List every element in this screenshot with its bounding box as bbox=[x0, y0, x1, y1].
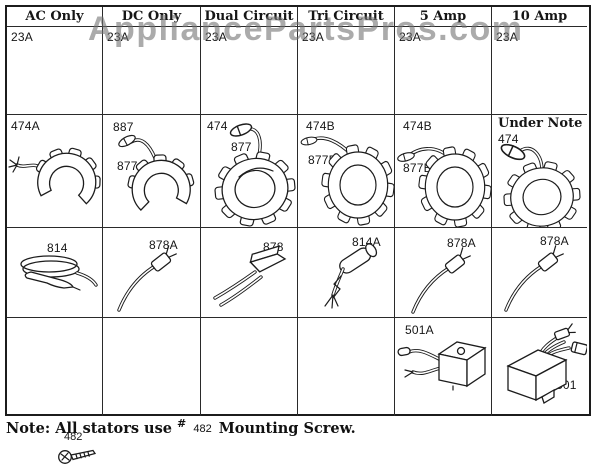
table-cell: 23A bbox=[103, 27, 201, 115]
table-cell: 878A bbox=[492, 228, 587, 318]
table-cell: 878A bbox=[395, 228, 492, 318]
wire-spade-connector-drawing bbox=[411, 245, 474, 314]
table-cell: 814A bbox=[298, 228, 395, 318]
part-ref-label: 501A bbox=[405, 323, 434, 337]
stator-note: Note: All stators use # 482 Mounting Scr… bbox=[6, 417, 356, 437]
part-ref-label: 877 bbox=[231, 140, 252, 154]
column-header-ac-only: AC Only bbox=[7, 7, 103, 27]
table-cell: 474B 877B bbox=[298, 115, 395, 228]
part-ref-label: 23A bbox=[11, 30, 33, 44]
note-suffix: Mounting Screw. bbox=[218, 419, 356, 437]
part-ref-label: 878A bbox=[447, 236, 476, 250]
table-cell: 501A bbox=[395, 318, 492, 416]
parts-table: AC Only DC Only Dual Circuit Tri Circuit… bbox=[5, 5, 591, 416]
part-ref-label: 474B bbox=[403, 119, 432, 133]
table-cell: 23A bbox=[201, 27, 298, 115]
part-ref-label: 814 bbox=[47, 241, 68, 255]
part-ref-label: 23A bbox=[107, 30, 129, 44]
table-cell bbox=[103, 318, 201, 416]
table-cell: 878A bbox=[103, 228, 201, 318]
table-cell: 474 877 bbox=[201, 115, 298, 228]
coiled-wire-drawing bbox=[20, 255, 98, 291]
part-ref-label: 23A bbox=[399, 30, 421, 44]
table-cell: 814 bbox=[7, 228, 103, 318]
dual-wire-plug-drawing bbox=[213, 245, 287, 307]
part-ref-label: 877B bbox=[403, 161, 432, 175]
table-cell: Under Note 474 bbox=[492, 115, 587, 228]
part-ref-label: 474A bbox=[11, 119, 40, 133]
table-cell: 878 bbox=[201, 228, 298, 318]
stator-half-ring-drawing bbox=[116, 132, 198, 213]
column-header-label: DC Only bbox=[121, 9, 182, 24]
note-hash: # bbox=[177, 417, 187, 430]
part-ref-label: 474B bbox=[306, 119, 335, 133]
part-ref-label: 23A bbox=[205, 30, 227, 44]
stator-full-ring-drawing bbox=[206, 120, 297, 227]
column-header-dual-circuit: Dual Circuit bbox=[201, 7, 298, 27]
note-screw-ref: 482 bbox=[193, 422, 212, 435]
column-header-label: Tri Circuit bbox=[308, 9, 384, 24]
table-cell bbox=[298, 318, 395, 416]
stator-half-ring-drawing bbox=[8, 141, 102, 207]
table-cell bbox=[201, 318, 298, 416]
regulator-box-drawing bbox=[397, 341, 487, 391]
note-text: Note: All stators use bbox=[6, 419, 172, 437]
wire-spade-connector-drawing bbox=[504, 243, 567, 312]
part-ref-label: 23A bbox=[302, 30, 324, 44]
regulator-box-drawing bbox=[506, 323, 587, 404]
table-cell: 23A bbox=[395, 27, 492, 115]
part-ref-label: 878A bbox=[540, 234, 569, 248]
table-cell: 501 bbox=[492, 318, 587, 416]
wire-spade-connector-drawing bbox=[117, 243, 180, 312]
table-cell: 23A bbox=[492, 27, 587, 115]
part-ref-label: 474 bbox=[207, 119, 228, 133]
column-header-label: AC Only bbox=[25, 9, 84, 24]
column-header-label: Dual Circuit bbox=[204, 9, 294, 24]
part-ref-label: 887 bbox=[113, 120, 134, 134]
column-header-tri-circuit: Tri Circuit bbox=[298, 7, 395, 27]
stator-full-ring-drawing bbox=[396, 145, 491, 227]
column-header-5-amp: 5 Amp bbox=[395, 7, 492, 27]
stator-full-ring-drawing bbox=[299, 135, 394, 227]
stator-full-ring-drawing bbox=[496, 140, 587, 227]
column-header-label: 5 Amp bbox=[419, 9, 467, 24]
screw-icon bbox=[58, 449, 97, 464]
column-header-label: 10 Amp bbox=[511, 9, 568, 24]
table-cell: 23A bbox=[7, 27, 103, 115]
part-ref-label: 878A bbox=[149, 238, 178, 252]
table-cell: 474B 877B bbox=[395, 115, 492, 228]
table-cell: 23A bbox=[298, 27, 395, 115]
table-cell: 887 877A bbox=[103, 115, 201, 228]
part-ref-label: 474 bbox=[498, 132, 519, 146]
wire-sleeve-connector-drawing bbox=[324, 243, 378, 309]
part-ref-label: 23A bbox=[496, 30, 518, 44]
column-header-10-amp: 10 Amp bbox=[492, 7, 587, 27]
column-header-dc-only: DC Only bbox=[103, 7, 201, 27]
mounting-screw-figure: 482 bbox=[56, 431, 102, 472]
table-cell bbox=[7, 318, 103, 416]
part-ref-label: Under Note bbox=[498, 116, 583, 131]
part-ref-label: 482 bbox=[64, 431, 83, 443]
table-cell: 474A bbox=[7, 115, 103, 228]
